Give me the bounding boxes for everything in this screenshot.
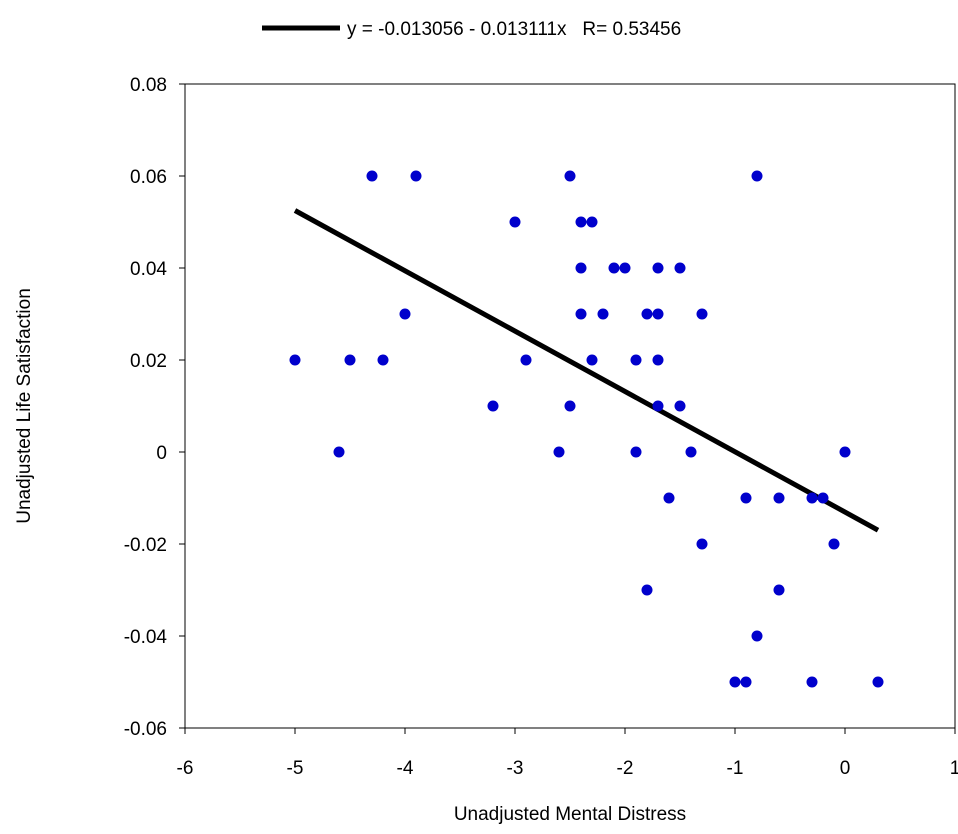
data-point — [751, 170, 763, 182]
data-point — [575, 262, 587, 274]
x-tick-label: -5 — [287, 758, 304, 779]
data-point — [575, 308, 587, 320]
x-axis-title: Unadjusted Mental Distress — [454, 804, 686, 825]
x-tick-label: -4 — [397, 758, 414, 779]
data-point — [608, 262, 620, 274]
data-point — [509, 216, 521, 228]
regression-line — [293, 208, 880, 533]
data-point — [696, 308, 708, 320]
points-layer — [289, 170, 884, 688]
data-point — [586, 354, 598, 366]
fit-line-layer — [293, 208, 880, 533]
x-tick-label: -6 — [177, 758, 194, 779]
legend: y = -0.013056 - 0.013111x R= 0.53456 — [262, 19, 681, 40]
data-point — [773, 492, 785, 504]
data-point — [597, 308, 609, 320]
x-tick-label: -3 — [507, 758, 524, 779]
y-tick-label: 0 — [156, 443, 167, 464]
data-point — [652, 400, 664, 412]
y-tick-label: 0.04 — [130, 259, 167, 280]
data-point — [674, 400, 686, 412]
y-axis: -0.06 -0.04 -0.02 0 0.02 0.04 0.06 0.08 — [124, 75, 185, 740]
data-point — [828, 538, 840, 550]
data-point — [696, 538, 708, 550]
y-tick-label: -0.06 — [124, 719, 167, 740]
y-tick-label: -0.04 — [124, 627, 168, 648]
data-point — [740, 492, 752, 504]
data-point — [344, 354, 356, 366]
data-point — [630, 446, 642, 458]
data-point — [652, 262, 664, 274]
data-point — [333, 446, 345, 458]
data-point — [773, 584, 785, 596]
data-point — [641, 584, 653, 596]
y-tick-label: 0.06 — [130, 167, 167, 188]
data-point — [839, 446, 851, 458]
x-tick-label: -1 — [727, 758, 744, 779]
x-tick-label: 0 — [840, 758, 851, 779]
data-point — [520, 354, 532, 366]
data-point — [817, 492, 829, 504]
data-point — [806, 492, 818, 504]
data-point — [740, 676, 752, 688]
y-axis-title: Unadjusted Life Satisfaction — [14, 288, 35, 524]
legend-label: y = -0.013056 - 0.013111x R= 0.53456 — [347, 19, 681, 40]
data-point — [366, 170, 378, 182]
data-point — [553, 446, 565, 458]
x-tick-label: 1 — [950, 758, 958, 779]
data-point — [377, 354, 389, 366]
x-axis: -6 -5 -4 -3 -2 -1 0 1 — [177, 728, 958, 779]
data-point — [729, 676, 741, 688]
data-point — [652, 308, 664, 320]
y-tick-label: 0.02 — [130, 351, 167, 372]
data-point — [399, 308, 411, 320]
data-point — [872, 676, 884, 688]
data-point — [619, 262, 631, 274]
data-point — [652, 354, 664, 366]
data-point — [487, 400, 499, 412]
data-point — [630, 354, 642, 366]
data-point — [289, 354, 301, 366]
data-point — [685, 446, 697, 458]
data-point — [806, 676, 818, 688]
data-point — [663, 492, 675, 504]
data-point — [410, 170, 422, 182]
data-point — [586, 216, 598, 228]
data-point — [751, 630, 763, 642]
data-point — [564, 170, 576, 182]
x-tick-label: -2 — [617, 758, 634, 779]
data-point — [575, 216, 587, 228]
data-point — [674, 262, 686, 274]
data-point — [641, 308, 653, 320]
data-point — [564, 400, 576, 412]
y-tick-label: 0.08 — [130, 75, 167, 96]
plot-area — [184, 83, 956, 729]
y-tick-label: -0.02 — [124, 535, 167, 556]
